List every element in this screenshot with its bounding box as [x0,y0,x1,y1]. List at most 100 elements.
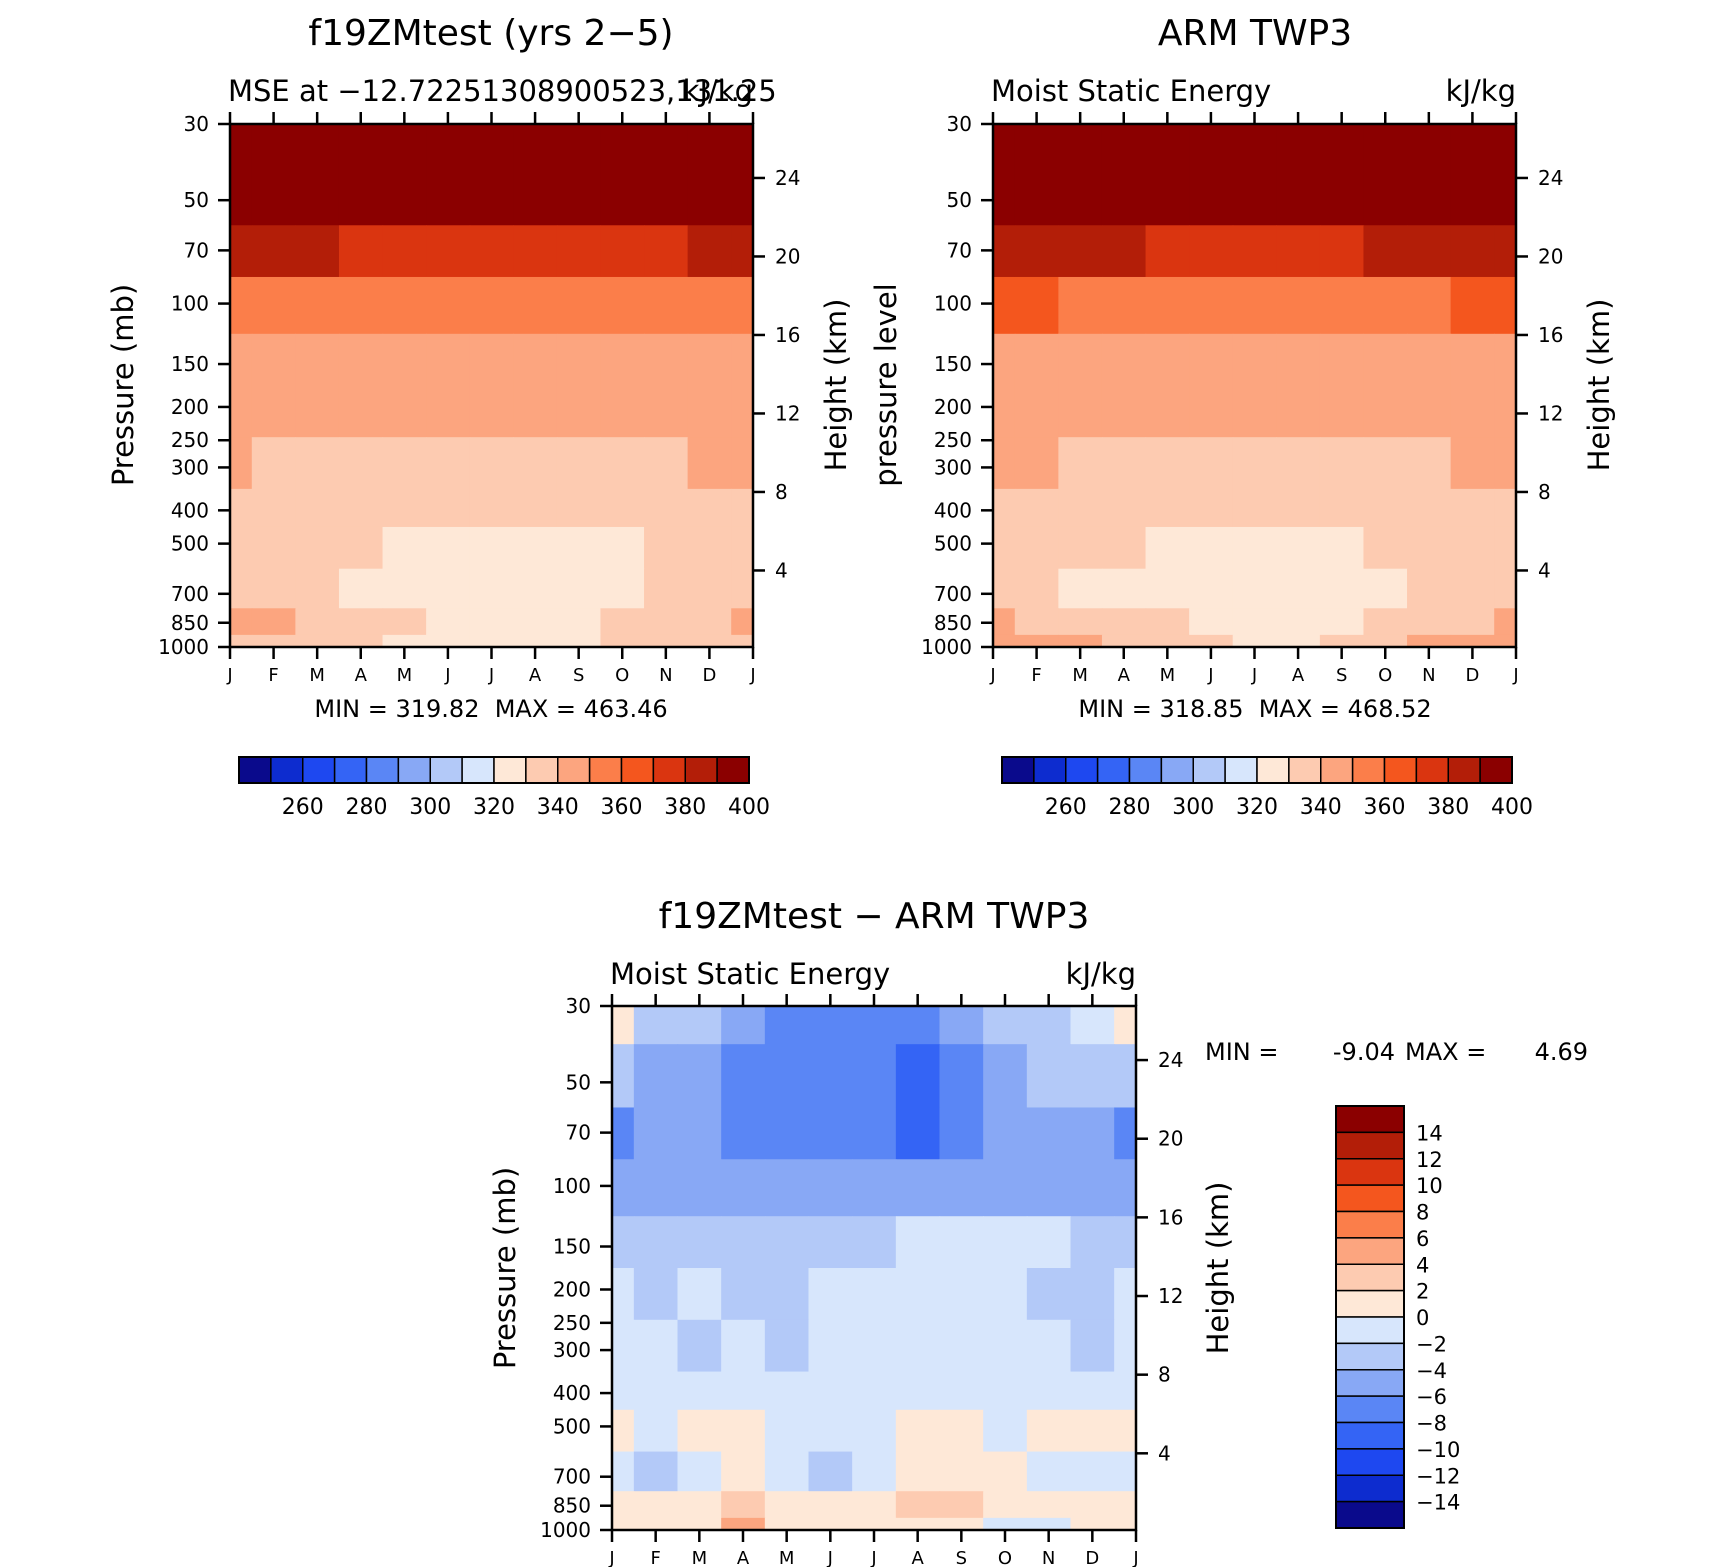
heatmap-cell [1189,385,1234,438]
heatmap-cell [983,1517,1028,1530]
heatmap-cell [1014,634,1059,647]
heatmap-cell [644,526,689,570]
heatmap-cell [677,1491,722,1519]
heatmap-cell [382,385,427,438]
x-tick-label: J [1512,665,1518,686]
heatmap-cell [382,437,427,490]
heatmap-cell [993,634,1016,647]
heatmap-cell [1494,162,1516,226]
heatmap-cell [1450,608,1495,636]
heatmap-cell [612,1006,635,1045]
panel-difference-min-value: -9.04 [1333,1038,1395,1066]
colorbar-swatch [1479,756,1513,784]
colorbar-swatch [333,756,368,784]
colorbar-label: 14 [1416,1121,1443,1145]
heatmap-cell [993,608,1016,636]
heatmap-cell [644,385,689,438]
colorbar-swatch [1335,1210,1405,1239]
y-right-tick-label: 16 [1158,1205,1183,1229]
heatmap-cell [1101,437,1147,490]
heatmap-cell [1232,333,1277,387]
heatmap-cell [1145,634,1190,647]
colorbar-swatch [716,756,750,784]
colorbar-label: 280 [1109,795,1151,820]
colorbar-label: 260 [282,795,324,820]
heatmap-cell [230,437,253,490]
heatmap-cell [852,1451,897,1492]
heatmap-cell [644,608,689,636]
heatmap-cell [382,634,427,647]
colorbar-swatch [1001,756,1035,784]
colorbar-swatch [1033,756,1067,784]
heatmap-cell [644,333,689,387]
x-tick-label: M [692,1548,708,1567]
heatmap-cell [852,1409,897,1453]
heatmap-cell [1450,225,1495,278]
heatmap-cell [1494,634,1516,647]
y-right-tick-label: 24 [775,166,800,190]
heatmap-cell [426,568,471,609]
heatmap-cell [251,333,296,387]
heatmap-cell [1494,526,1516,570]
heatmap-cell [1363,333,1408,387]
colorbar-swatch [1288,756,1322,784]
heatmap-cell [469,385,514,438]
colorbar-swatch [1335,1342,1405,1371]
heatmap-cell [895,1409,941,1453]
colorbar-label: −12 [1416,1464,1460,1488]
colorbar-label: 380 [664,795,706,820]
heatmap-cell [1114,1216,1136,1269]
y-right-tick-label: 16 [775,323,800,347]
heatmap-cell [469,225,514,278]
heatmap-cell [230,385,253,438]
x-tick-label: M [779,1548,795,1567]
panel-observation-colorbar: 260 280 300 320 340 360 380 400 [1001,756,1533,820]
x-tick-label: N [659,665,672,686]
heatmap-cell [295,608,340,636]
colorbar-swatch [1128,756,1163,784]
heatmap-cell [1058,225,1103,278]
heatmap-cell [382,225,427,278]
heatmap-cell [1494,276,1516,335]
x-tick-label: A [355,665,368,686]
panel-difference-subtitle-left: Moist Static Energy [610,957,890,991]
heatmap-cell [895,1107,941,1160]
heatmap-cell [1058,333,1103,387]
heatmap-cell [1070,1409,1115,1453]
heatmap-cell [1101,276,1147,335]
x-tick-label: J [1207,665,1213,686]
panel-model-subtitle-left: MSE at −12.72251308900523,131.25 [228,74,777,108]
panel-difference: f19ZMtest − ARM TWP3 Moist Static Energy… [488,896,1588,1567]
heatmap-cell [1319,488,1365,528]
heatmap-cell [612,1517,635,1530]
heatmap-cell [1189,124,1234,163]
heatmap-cell [251,225,296,278]
heatmap-cell [721,1451,766,1492]
colorbar-swatch [1096,756,1131,784]
heatmap-cell [939,1006,984,1045]
y-tick-label: 100 [553,1174,591,1198]
y-tick-label: 30 [566,994,591,1018]
colorbar-swatch [684,756,718,784]
heatmap-cell [677,1517,722,1530]
heatmap-cell [939,1044,984,1109]
y-tick-label: 850 [934,611,972,635]
colorbar-swatch [493,756,527,784]
heatmap-cell [633,1159,679,1217]
heatmap-cell [1026,1216,1072,1269]
heatmap-cell [808,1409,853,1453]
heatmap-cell [1319,333,1365,387]
heatmap-cell [808,1517,853,1530]
heatmap-cell [1114,1409,1136,1453]
heatmap-cell [633,1044,679,1109]
colorbar-label: −6 [1416,1385,1447,1409]
heatmap-cell [600,276,645,335]
x-tick-label: J [226,665,232,686]
heatmap-cell [808,1216,853,1269]
heatmap-cell [1026,1409,1072,1453]
heatmap-cell [721,1409,766,1453]
heatmap-cell [687,124,732,163]
y-tick-label: 1000 [158,635,209,659]
heatmap-cell [852,1044,897,1109]
panel-difference-subtitle-right: kJ/kg [1066,957,1136,991]
